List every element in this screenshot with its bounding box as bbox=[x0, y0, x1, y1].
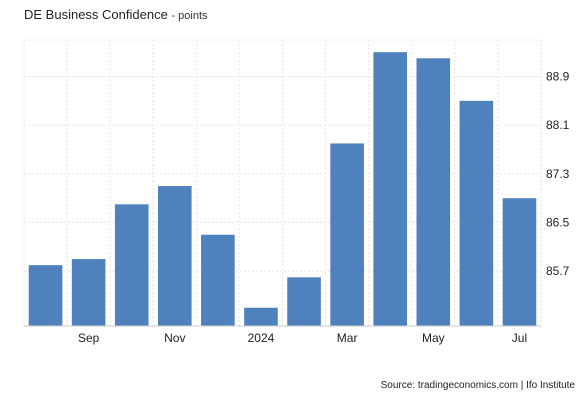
bar bbox=[28, 265, 63, 326]
bar bbox=[287, 277, 321, 326]
x-tick-label: Jul bbox=[512, 331, 527, 345]
bar bbox=[373, 52, 408, 326]
bar bbox=[459, 100, 494, 326]
bar bbox=[114, 204, 149, 326]
x-tick-label: 2024 bbox=[248, 331, 275, 345]
y-tick-label: 88.9 bbox=[546, 70, 570, 84]
y-tick-label: 88.1 bbox=[546, 118, 570, 132]
bar bbox=[244, 307, 278, 326]
chart-subtitle: - points bbox=[171, 10, 208, 22]
y-tick-label: 86.5 bbox=[546, 216, 570, 230]
chart-title: DE Business Confidence bbox=[24, 7, 168, 22]
source-note: Source: tradingeconomics.com | Ifo Insti… bbox=[380, 380, 575, 391]
chart-title-block: DE Business Confidence - points bbox=[24, 7, 208, 22]
bar bbox=[201, 234, 235, 326]
bar bbox=[157, 186, 192, 326]
x-tick-label: May bbox=[422, 331, 445, 345]
x-tick-label: Sep bbox=[78, 331, 100, 345]
x-tick-label: Nov bbox=[164, 331, 185, 345]
y-tick-label: 87.3 bbox=[546, 167, 570, 181]
bar bbox=[330, 143, 364, 326]
bar bbox=[416, 58, 451, 327]
bar bbox=[502, 198, 537, 326]
bar bbox=[71, 259, 106, 326]
x-tick-label: Mar bbox=[337, 331, 358, 345]
y-tick-label: 85.7 bbox=[546, 264, 570, 278]
